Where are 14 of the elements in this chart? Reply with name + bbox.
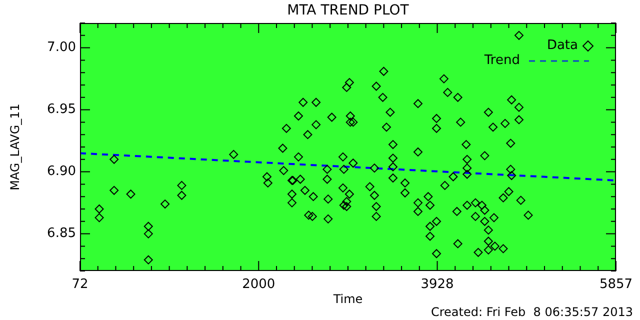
chart-title: MTA TREND PLOT <box>287 2 410 19</box>
x-tick-label: 5857 <box>599 277 633 292</box>
text: Created: Fri Feb 8 06:35:57 2013 <box>430 305 633 320</box>
y-axis-title: MAG_LAVG_11 <box>8 104 22 190</box>
x-tick-label: 72 <box>72 277 88 292</box>
legend-label: Trend <box>484 53 520 68</box>
x-axis-title: Time <box>332 292 363 306</box>
y-tick-label: 6.85 <box>47 226 76 242</box>
y-tick-label: 6.90 <box>47 164 76 180</box>
y-tick-label: 7.00 <box>47 40 76 56</box>
x-tick-label: 3928 <box>420 277 454 292</box>
x-tick-label: 2000 <box>242 277 276 292</box>
legend-label: Data <box>546 38 578 53</box>
y-tick-label: 6.95 <box>47 102 76 118</box>
